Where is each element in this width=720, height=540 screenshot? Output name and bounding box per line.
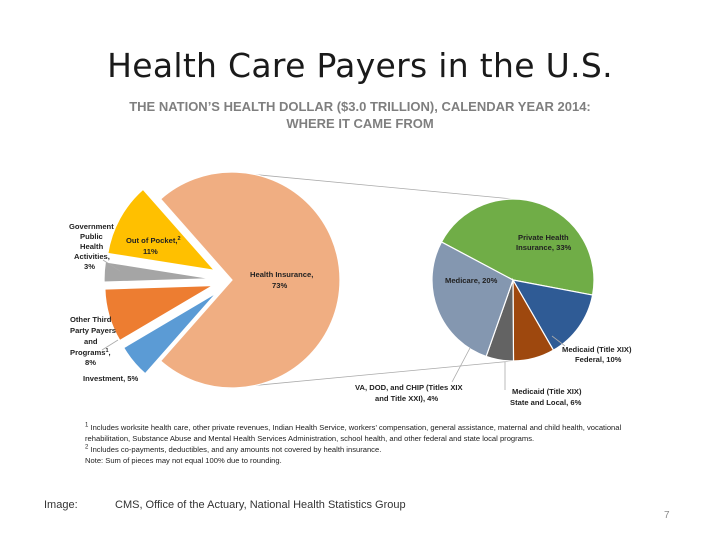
footnote-1-text: Includes worksite health care, other pri… <box>85 423 622 443</box>
label-health-insurance: Health Insurance, <box>250 270 313 279</box>
leader-va-dod-chip <box>451 347 471 383</box>
page-number: 7 <box>664 510 670 521</box>
connector-top <box>227 171 514 200</box>
label-medicaid-federal-line2: Federal, 10% <box>575 355 622 364</box>
leader-medicaid-federal <box>551 335 566 347</box>
footnote-2-marker: 2 <box>85 444 89 451</box>
label-medicaid-state-line2: State and Local, 6% <box>510 398 582 407</box>
leader-lines <box>101 259 566 390</box>
label-other-line2: Party Payers <box>70 326 116 335</box>
label-private-line2: Insurance, 33% <box>516 243 572 252</box>
label-other-line4: Programs1, <box>70 348 111 357</box>
slice-medicare <box>431 241 514 358</box>
main-pie <box>103 171 341 389</box>
label-other-footnote: 1 <box>105 348 108 354</box>
footnote-1: 1 Includes worksite health care, other p… <box>85 422 645 444</box>
label-gov-line4: Activities, <box>74 252 110 261</box>
slice-medicaid-federal <box>511 279 594 352</box>
slice-other-third-party <box>104 284 214 342</box>
label-va-dod-chip-line1: VA, DOD, and CHIP (Titles XIX <box>355 383 463 392</box>
label-gov-line1: Government <box>69 222 114 231</box>
label-medicaid-federal-line1: Medicaid (Title XIX) <box>562 345 632 354</box>
label-private-line1: Private Health <box>518 233 569 242</box>
label-gov-line3: Health <box>80 242 104 251</box>
label-out-of-pocket-text: Out of Pocket, <box>126 236 177 245</box>
chart-title: THE NATION’S HEALTH DOLLAR ($3.0 TRILLIO… <box>80 98 640 132</box>
chart-title-line1: THE NATION’S HEALTH DOLLAR ($3.0 TRILLIO… <box>129 99 591 114</box>
connector-bottom <box>227 360 514 389</box>
label-out-of-pocket: Out of Pocket,2 <box>126 236 181 245</box>
footnote-2: 2 Includes co-payments, deductibles, and… <box>85 444 645 455</box>
image-label: Image: <box>44 499 78 511</box>
label-gov-line2: Public <box>80 232 103 241</box>
slice-out-of-pocket <box>107 188 217 272</box>
label-va-dod-chip-line2: and Title XXI), 4% <box>375 394 438 403</box>
label-other-pct: 8% <box>85 358 96 367</box>
chart-title-line2: WHERE IT CAME FROM <box>286 116 434 131</box>
slide-title: Health Care Payers in the U.S. <box>107 46 613 85</box>
footnote-note: Note: Sum of pieces may not equal 100% d… <box>85 456 282 465</box>
label-investment: Investment, 5% <box>83 374 139 383</box>
footnote-1-marker: 1 <box>85 422 89 429</box>
connector-lines <box>227 171 514 389</box>
label-other-line1: Other Third <box>70 315 112 324</box>
label-out-of-pocket-footnote: 2 <box>177 236 180 242</box>
label-health-insurance-pct: 73% <box>272 281 287 290</box>
slice-investment <box>122 292 218 375</box>
footnotes: 1 Includes worksite health care, other p… <box>85 422 645 466</box>
label-medicare: Medicare, 20% <box>445 276 498 285</box>
label-other-comma: , <box>109 348 111 357</box>
footnote-2-text: Includes co-payments, deductibles, and a… <box>90 445 382 454</box>
image-source: CMS, Office of the Actuary, National Hea… <box>115 499 406 511</box>
label-out-of-pocket-pct: 11% <box>143 247 158 256</box>
label-other-programs-text: Programs <box>70 348 105 357</box>
health-insurance-breakdown-pie <box>431 198 595 362</box>
leader-other <box>101 339 119 351</box>
label-medicaid-state-line1: Medicaid (Title XIX) <box>512 387 582 396</box>
label-other-line3: and <box>84 337 98 346</box>
slice-health-insurance <box>159 171 341 389</box>
label-gov-pct: 3% <box>84 262 95 271</box>
slice-private-health-insurance <box>440 198 595 296</box>
leader-gov <box>102 259 121 272</box>
